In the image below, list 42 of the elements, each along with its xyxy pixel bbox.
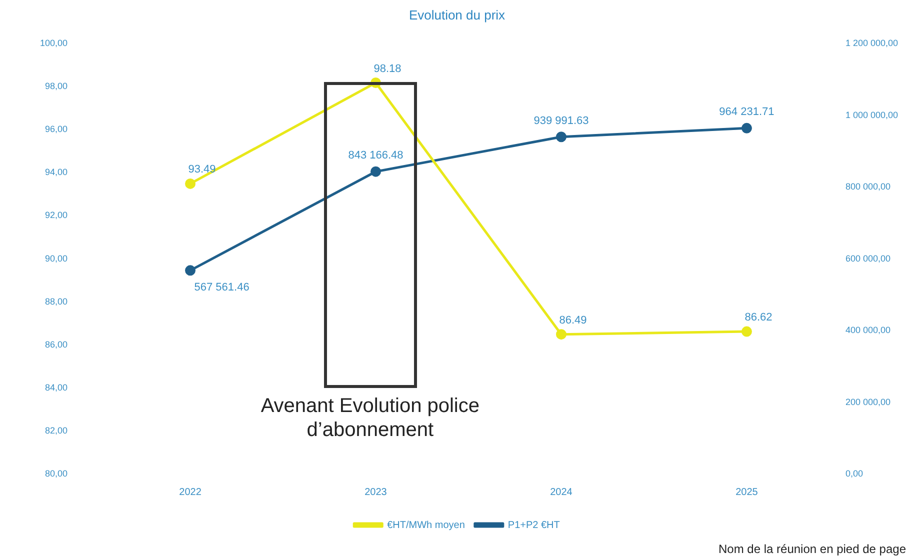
y-tick-label: 98,00 bbox=[44, 81, 68, 92]
data-label: 939 991.63 bbox=[534, 114, 589, 127]
y2-tick-label: 0,00 bbox=[845, 468, 863, 478]
text: Nom de la réunion en pied de page bbox=[718, 542, 906, 556]
y-tick-label: 86,00 bbox=[44, 339, 68, 350]
data-label: 93.49 bbox=[188, 164, 216, 176]
y-tick-label: 84,00 bbox=[44, 382, 68, 392]
y-tick-label: 80,00 bbox=[44, 468, 68, 478]
point bbox=[556, 132, 566, 142]
x-tick-label: 2022 bbox=[179, 486, 202, 498]
data-label: 86.49 bbox=[559, 314, 587, 326]
point bbox=[556, 329, 566, 340]
x-tick-label: 2025 bbox=[736, 486, 758, 498]
y-tick-label: 92,00 bbox=[44, 210, 68, 220]
y-tick-label: 82,00 bbox=[44, 425, 68, 436]
y-tick-label: 96,00 bbox=[44, 124, 68, 134]
point bbox=[741, 122, 752, 134]
x-tick-label: 2023 bbox=[364, 486, 388, 498]
y2-tick-label: 1 200 000,00 bbox=[845, 38, 898, 48]
y-tick-label: 90,00 bbox=[44, 253, 68, 264]
y-tick-label: 88,00 bbox=[44, 296, 68, 306]
y2-tick-label: 600 000,00 bbox=[845, 253, 890, 264]
point bbox=[741, 326, 752, 337]
point bbox=[370, 166, 381, 177]
x-tick-label: 2024 bbox=[550, 486, 573, 498]
chart-title: Evolution du prix bbox=[408, 7, 506, 22]
legend-label: P1+P2 €HT bbox=[508, 520, 560, 531]
data-label: 843 166.48 bbox=[348, 150, 404, 162]
annotation: Avenant Evolution police d’abonnement bbox=[260, 394, 480, 442]
data-label: 567 561.46 bbox=[194, 281, 250, 294]
y-tick-label: 100,00 bbox=[40, 38, 68, 48]
data-label: 964 231.71 bbox=[719, 106, 774, 118]
point bbox=[185, 265, 196, 276]
point bbox=[185, 178, 196, 189]
y2-tick-label: 200 000,00 bbox=[845, 396, 890, 407]
y2-tick-label: 400 000,00 bbox=[845, 325, 890, 336]
y-tick-label: 94,00 bbox=[44, 167, 68, 178]
y2-tick-label: 1 000 000,00 bbox=[845, 110, 898, 120]
y2-tick-label: 800 000,00 bbox=[845, 182, 890, 192]
data-label: 86.62 bbox=[744, 312, 772, 324]
data-label: 98.18 bbox=[374, 62, 402, 75]
legend-label: €HT/MWh moyen bbox=[387, 520, 465, 531]
